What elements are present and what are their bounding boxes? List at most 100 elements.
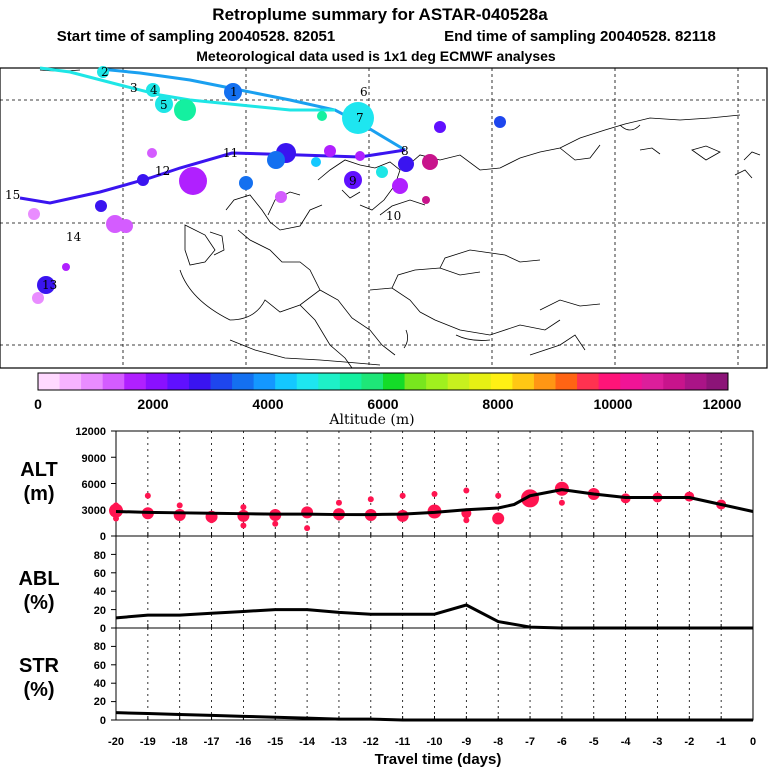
x-tick-label: -10 <box>427 736 443 748</box>
x-tick-label: -2 <box>684 736 694 748</box>
trajectory-segment-low <box>19 148 406 205</box>
x-tick-label: -12 <box>363 736 379 748</box>
track-label: 2 <box>101 65 109 79</box>
cluster-marker <box>37 276 55 294</box>
abl-ytick: 80 <box>94 550 106 562</box>
abl-ytick: 40 <box>94 586 106 598</box>
alt-panel-label: ALT <box>20 459 57 481</box>
cluster-marker <box>155 95 173 113</box>
track-label: 4 <box>150 83 158 97</box>
alt-ytick: 12000 <box>75 426 106 438</box>
x-tick-label: -16 <box>235 736 251 748</box>
cluster-marker <box>317 111 327 121</box>
colorbar-cell <box>620 373 643 390</box>
colorbar-cell <box>555 373 578 390</box>
alt-cluster-point <box>173 509 186 521</box>
alt-ytick: 0 <box>100 531 106 543</box>
track-label: 9 <box>349 174 357 188</box>
x-tick-label: -7 <box>525 736 535 748</box>
trajectory-segment-high <box>39 66 335 112</box>
abl-ytick: 60 <box>94 568 106 580</box>
track-label: 6 <box>360 85 368 99</box>
cluster-marker <box>239 176 253 190</box>
colorbar-cell <box>102 373 125 390</box>
str-ytick: 40 <box>94 678 106 690</box>
str-ytick: 60 <box>94 660 106 672</box>
str-ytick: 80 <box>94 641 106 653</box>
x-tick-label: -6 <box>557 736 567 748</box>
alt-cluster-point <box>240 522 247 529</box>
alt-cluster-point <box>495 492 502 499</box>
colorbar-cell <box>490 373 513 390</box>
colorbar-tick: 0 <box>34 396 42 412</box>
colorbar-cell <box>210 373 233 390</box>
colorbar-cell <box>253 373 276 390</box>
track-label: 11 <box>223 146 238 160</box>
cluster-marker <box>275 191 287 203</box>
str-panel-unit: (%) <box>23 679 54 701</box>
coastlines <box>39 69 761 369</box>
colorbar-cell <box>533 373 556 390</box>
map-frame <box>0 67 768 369</box>
x-tick-label: -15 <box>267 736 283 748</box>
cluster-marker <box>355 151 365 161</box>
x-tick-label: -4 <box>621 736 632 748</box>
alt-cluster-point <box>463 487 470 494</box>
colorbar-label: Altitude (m) <box>328 412 414 428</box>
str-ytick: 0 <box>100 715 106 727</box>
x-tick-label: -11 <box>395 736 410 748</box>
cluster-marker <box>179 167 207 195</box>
cluster-marker <box>28 208 40 220</box>
track-label: 5 <box>160 98 168 112</box>
alt-ytick: 9000 <box>82 453 106 465</box>
cluster-marker <box>324 145 336 157</box>
alt-series-line <box>115 488 754 517</box>
alt-panel-unit: (m) <box>23 483 54 505</box>
colorbar-cell <box>684 373 707 390</box>
cluster-marker <box>398 156 414 172</box>
cluster-marker <box>376 166 388 178</box>
track-label: 1 <box>230 85 238 99</box>
alt-cluster-point <box>301 506 314 519</box>
colorbar-cell <box>469 373 492 390</box>
cluster-marker <box>32 292 44 304</box>
cluster-marker <box>224 83 242 101</box>
cluster-marker <box>392 178 408 194</box>
alt-cluster-point <box>176 502 183 509</box>
x-tick-label: 0 <box>750 736 756 748</box>
alt-cluster-point <box>463 517 470 524</box>
alt-cluster-point <box>399 492 406 499</box>
cluster-marker <box>422 196 430 204</box>
colorbar-cell <box>361 373 384 390</box>
alt-cluster-point <box>208 517 215 524</box>
track-label: 10 <box>386 209 401 223</box>
colorbar-cell <box>275 373 298 390</box>
cluster-marker <box>147 148 157 158</box>
cluster-marker <box>62 263 70 271</box>
figure-title: Retroplume summary for ASTAR-040528a <box>212 5 548 24</box>
alt-ytick: 3000 <box>82 505 106 517</box>
end-time-label: End time of sampling 20040528. 82118 <box>444 28 716 45</box>
alt-cluster-point <box>431 491 438 497</box>
colorbar-cell <box>38 373 61 390</box>
colorbar-cell <box>426 373 449 390</box>
x-tick-label: -18 <box>172 736 188 748</box>
x-tick-label: -20 <box>108 736 124 748</box>
track-label: 15 <box>5 188 20 202</box>
track-label: 3 <box>130 81 138 95</box>
map-panel: 1 2 3 4 5 6 7 8 9 10 11 12 13 14 15 <box>0 65 768 369</box>
track-label: 7 <box>356 111 364 125</box>
colorbar-cell <box>404 373 427 390</box>
colorbar-cell <box>641 373 664 390</box>
track-day-labels: 1 2 3 4 5 6 7 8 9 10 11 12 13 14 15 <box>5 65 409 292</box>
str-ytick: 20 <box>94 696 106 708</box>
colorbar-cell <box>339 373 362 390</box>
x-tick-label: -8 <box>493 736 503 748</box>
colorbar-cell <box>296 373 319 390</box>
alt-cluster-point <box>367 496 374 503</box>
colorbar-tick: 10000 <box>594 396 633 412</box>
cluster-marker <box>119 219 133 233</box>
colorbar-cell <box>663 373 686 390</box>
colorbar-cell <box>577 373 600 390</box>
alt-cluster-point <box>113 502 119 509</box>
